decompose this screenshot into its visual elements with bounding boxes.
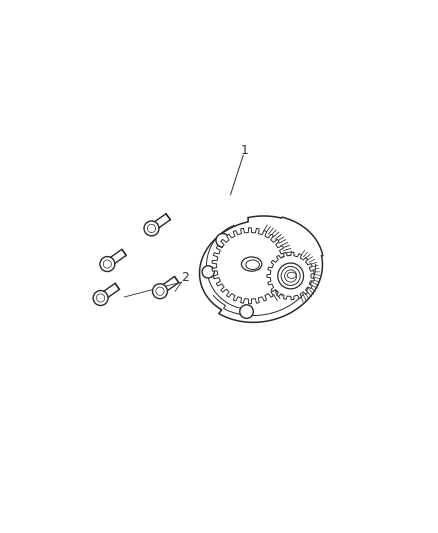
Polygon shape <box>159 284 168 295</box>
Polygon shape <box>267 252 314 300</box>
Polygon shape <box>200 216 323 322</box>
Circle shape <box>240 305 253 318</box>
Ellipse shape <box>246 260 259 270</box>
Circle shape <box>278 263 304 289</box>
Polygon shape <box>212 228 288 304</box>
Circle shape <box>152 284 167 298</box>
Polygon shape <box>150 222 159 232</box>
Circle shape <box>285 270 297 282</box>
Circle shape <box>96 294 105 302</box>
Text: 1: 1 <box>241 144 249 157</box>
Ellipse shape <box>241 257 262 271</box>
Circle shape <box>147 224 155 232</box>
Text: 2: 2 <box>181 271 189 284</box>
Polygon shape <box>149 214 170 231</box>
Circle shape <box>216 233 230 247</box>
Circle shape <box>93 290 108 305</box>
Polygon shape <box>158 277 179 294</box>
Circle shape <box>100 256 115 271</box>
Polygon shape <box>106 257 115 268</box>
Circle shape <box>202 266 214 278</box>
Circle shape <box>281 266 300 286</box>
Polygon shape <box>105 249 126 267</box>
Polygon shape <box>99 291 108 301</box>
Ellipse shape <box>287 272 296 278</box>
Circle shape <box>103 260 112 268</box>
Circle shape <box>156 287 164 295</box>
Polygon shape <box>99 283 120 301</box>
Circle shape <box>144 221 159 236</box>
